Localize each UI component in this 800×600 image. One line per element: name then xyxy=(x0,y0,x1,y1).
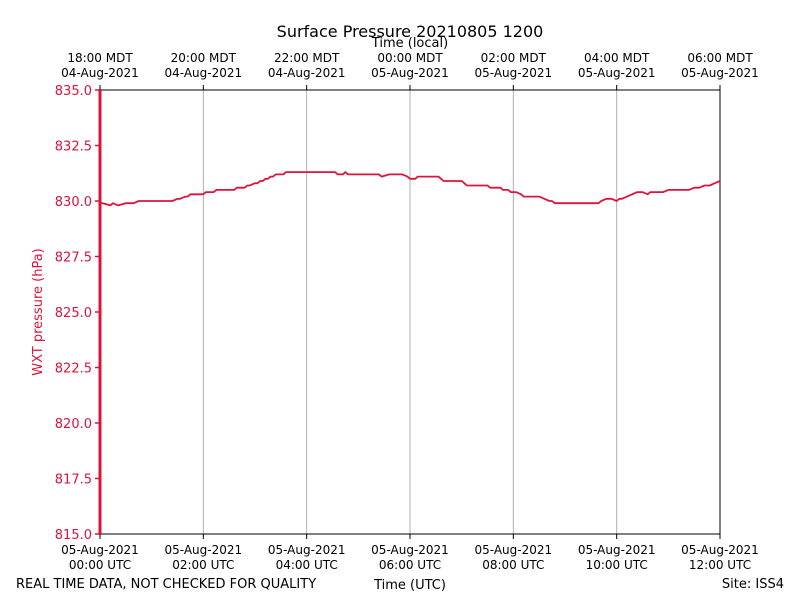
y-axis: 815.0 817.5 820.0 822.5 825.0 827.5 830.0 832.5… xyxy=(55,84,100,543)
y-tick-label: 835.0 xyxy=(55,84,92,99)
x-tick-date: 05-Aug-2021 xyxy=(61,543,139,557)
y-axis-label: WXT pressure (hPa) xyxy=(31,248,46,376)
pressure-series-line xyxy=(100,171,721,207)
x-tick-date: 05-Aug-2021 xyxy=(165,543,243,557)
top-tick-date: 05-Aug-2021 xyxy=(681,66,759,80)
top-tick-time: 18:00 MDT xyxy=(67,51,133,65)
y-tick-label: 822.5 xyxy=(55,362,92,377)
x-tick-date: 05-Aug-2021 xyxy=(475,543,553,557)
top-tick-time: 04:00 MDT xyxy=(584,51,650,65)
x-tick-date: 05-Aug-2021 xyxy=(681,543,759,557)
x-tick-date: 05-Aug-2021 xyxy=(578,543,656,557)
x-axis-label: Time (UTC) xyxy=(373,578,446,593)
top-tick-date: 04-Aug-2021 xyxy=(61,66,139,80)
top-tick-time: 20:00 MDT xyxy=(171,51,237,65)
top-axis-label: Time (local) xyxy=(371,36,448,51)
x-tick-time: 10:00 UTC xyxy=(586,558,648,572)
y-tick-label: 825.0 xyxy=(55,306,92,321)
x-tick-date: 05-Aug-2021 xyxy=(371,543,449,557)
top-tick-date: 05-Aug-2021 xyxy=(578,66,656,80)
y-tick-label: 815.0 xyxy=(55,528,92,543)
x-tick-date: 05-Aug-2021 xyxy=(268,543,346,557)
top-tick-date: 05-Aug-2021 xyxy=(475,66,553,80)
y-tick-label: 817.5 xyxy=(55,473,92,488)
y-tick-label: 830.0 xyxy=(55,195,92,210)
x-tick-time: 08:00 UTC xyxy=(482,558,544,572)
top-tick-date: 04-Aug-2021 xyxy=(165,66,243,80)
site-label: Site: ISS4 xyxy=(722,577,784,592)
top-tick-time: 02:00 MDT xyxy=(481,51,547,65)
x-tick-time: 02:00 UTC xyxy=(172,558,234,572)
chart-title: Surface Pressure 20210805 1200 xyxy=(277,22,544,41)
y-tick-label: 832.5 xyxy=(55,140,92,155)
top-tick-time: 00:00 MDT xyxy=(377,51,443,65)
x-tick-time: 06:00 UTC xyxy=(379,558,441,572)
quality-disclaimer: REAL TIME DATA, NOT CHECKED FOR QUALITY xyxy=(16,577,316,592)
top-tick-date: 04-Aug-2021 xyxy=(268,66,346,80)
top-tick-time: 06:00 MDT xyxy=(687,51,753,65)
y-tick-label: 827.5 xyxy=(55,251,92,266)
top-tick-date: 05-Aug-2021 xyxy=(371,66,449,80)
grid-lines xyxy=(202,90,618,534)
y-tick-label: 820.0 xyxy=(55,417,92,432)
top-tick-time: 22:00 MDT xyxy=(274,51,340,65)
x-tick-time: 04:00 UTC xyxy=(276,558,338,572)
x-tick-time: 12:00 UTC xyxy=(689,558,751,572)
x-tick-time: 00:00 UTC xyxy=(69,558,131,572)
